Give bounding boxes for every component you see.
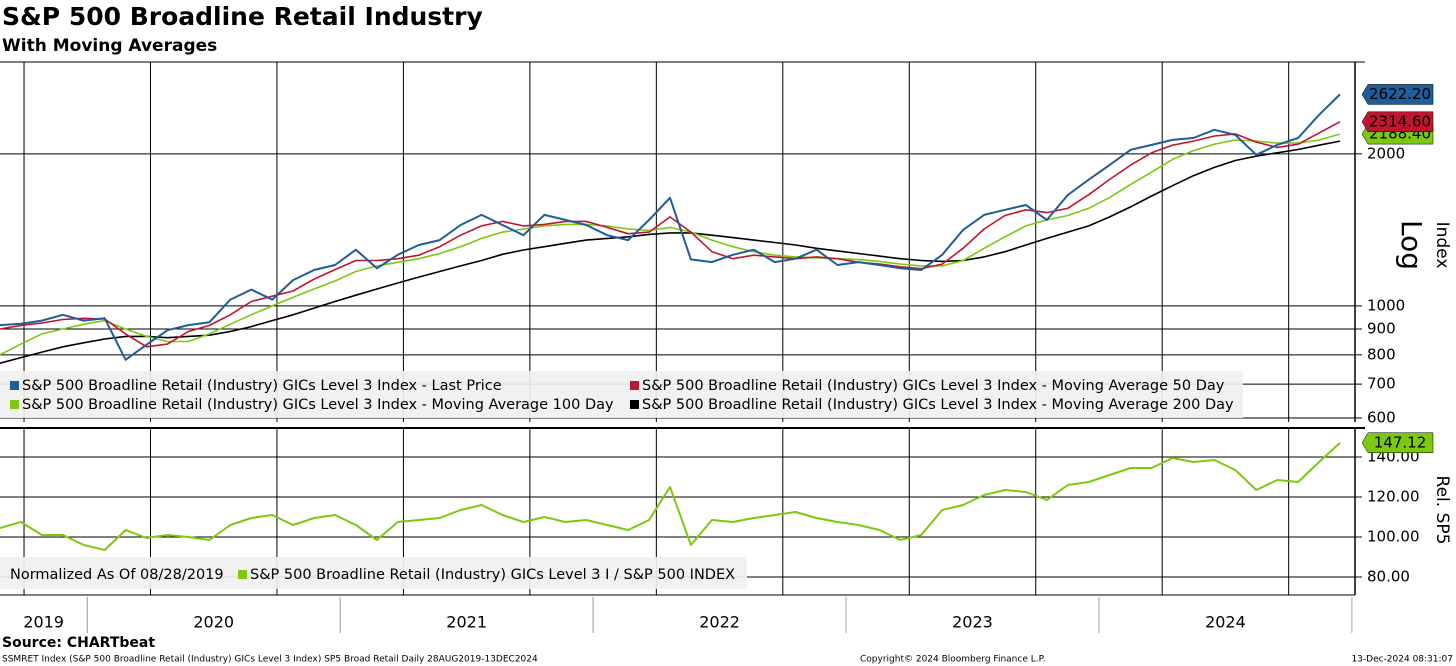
end-label: 2314.60	[1369, 112, 1431, 130]
chart-subtitle: With Moving Averages	[2, 36, 217, 56]
y-tick-label: 100.00	[1367, 528, 1420, 546]
y-tick-label: 80.00	[1367, 568, 1410, 586]
legend-label: S&P 500 Broadline Retail (Industry) GICs…	[642, 397, 1234, 413]
legend-swatch	[10, 400, 19, 409]
footer-left: SSMRET Index (S&P 500 Broadline Retail (…	[2, 655, 538, 665]
x-tick-label: 2021	[446, 613, 487, 632]
legend-swatch	[630, 400, 639, 409]
end-label-box	[1361, 84, 1434, 105]
legend-label: S&P 500 Broadline Retail (Industry) GICs…	[250, 567, 735, 583]
x-tick-label: 2022	[699, 613, 740, 632]
y-tick-label: 120.00	[1367, 488, 1420, 506]
series-line	[0, 442, 1341, 551]
end-label: 2622.20	[1369, 85, 1431, 103]
y-tick-label: 600	[1367, 408, 1396, 426]
x-tick-label: 2019	[23, 613, 64, 632]
y-tick-label: 700	[1367, 375, 1396, 393]
legend-swatch	[10, 381, 19, 390]
y-tick-label: 2000	[1367, 144, 1405, 162]
y-tick-label: 1000	[1367, 296, 1405, 314]
annotation: Normalized As Of 08/28/2019	[10, 567, 224, 583]
series-line	[0, 140, 1341, 364]
y-axis-label: Rel. SP5	[1432, 476, 1452, 545]
legend-swatch	[630, 381, 639, 390]
x-tick-label: 2020	[193, 613, 234, 632]
footer-right: 13-Dec-2024 08:31:07	[1351, 655, 1453, 665]
scale-label: Log	[1395, 220, 1428, 270]
legend-label: S&P 500 Broadline Retail (Industry) GICs…	[642, 378, 1225, 394]
end-label-box	[1361, 111, 1434, 133]
footer-center: Copyright© 2024 Bloomberg Finance L.P.	[860, 655, 1045, 665]
y-tick-label: 800	[1367, 345, 1396, 363]
x-tick-label: 2024	[1205, 613, 1246, 632]
end-label-box	[1361, 432, 1434, 454]
y-tick-label: 900	[1367, 320, 1396, 338]
chart-title: S&P 500 Broadline Retail Industry	[2, 2, 483, 31]
source: Source: CHARTbeat	[2, 635, 155, 651]
series-line	[0, 121, 1341, 348]
legend-label: S&P 500 Broadline Retail (Industry) GICs…	[22, 378, 502, 394]
y-axis-label: Index	[1432, 222, 1452, 269]
x-tick-label: 2023	[952, 613, 993, 632]
legend-swatch	[238, 570, 247, 579]
series-line	[0, 133, 1341, 356]
legend-box	[0, 557, 747, 589]
series-line	[0, 93, 1341, 361]
legend-label: S&P 500 Broadline Retail (Industry) GICs…	[22, 397, 614, 413]
end-label: 147.12	[1374, 433, 1427, 451]
legend-box	[0, 371, 1243, 418]
